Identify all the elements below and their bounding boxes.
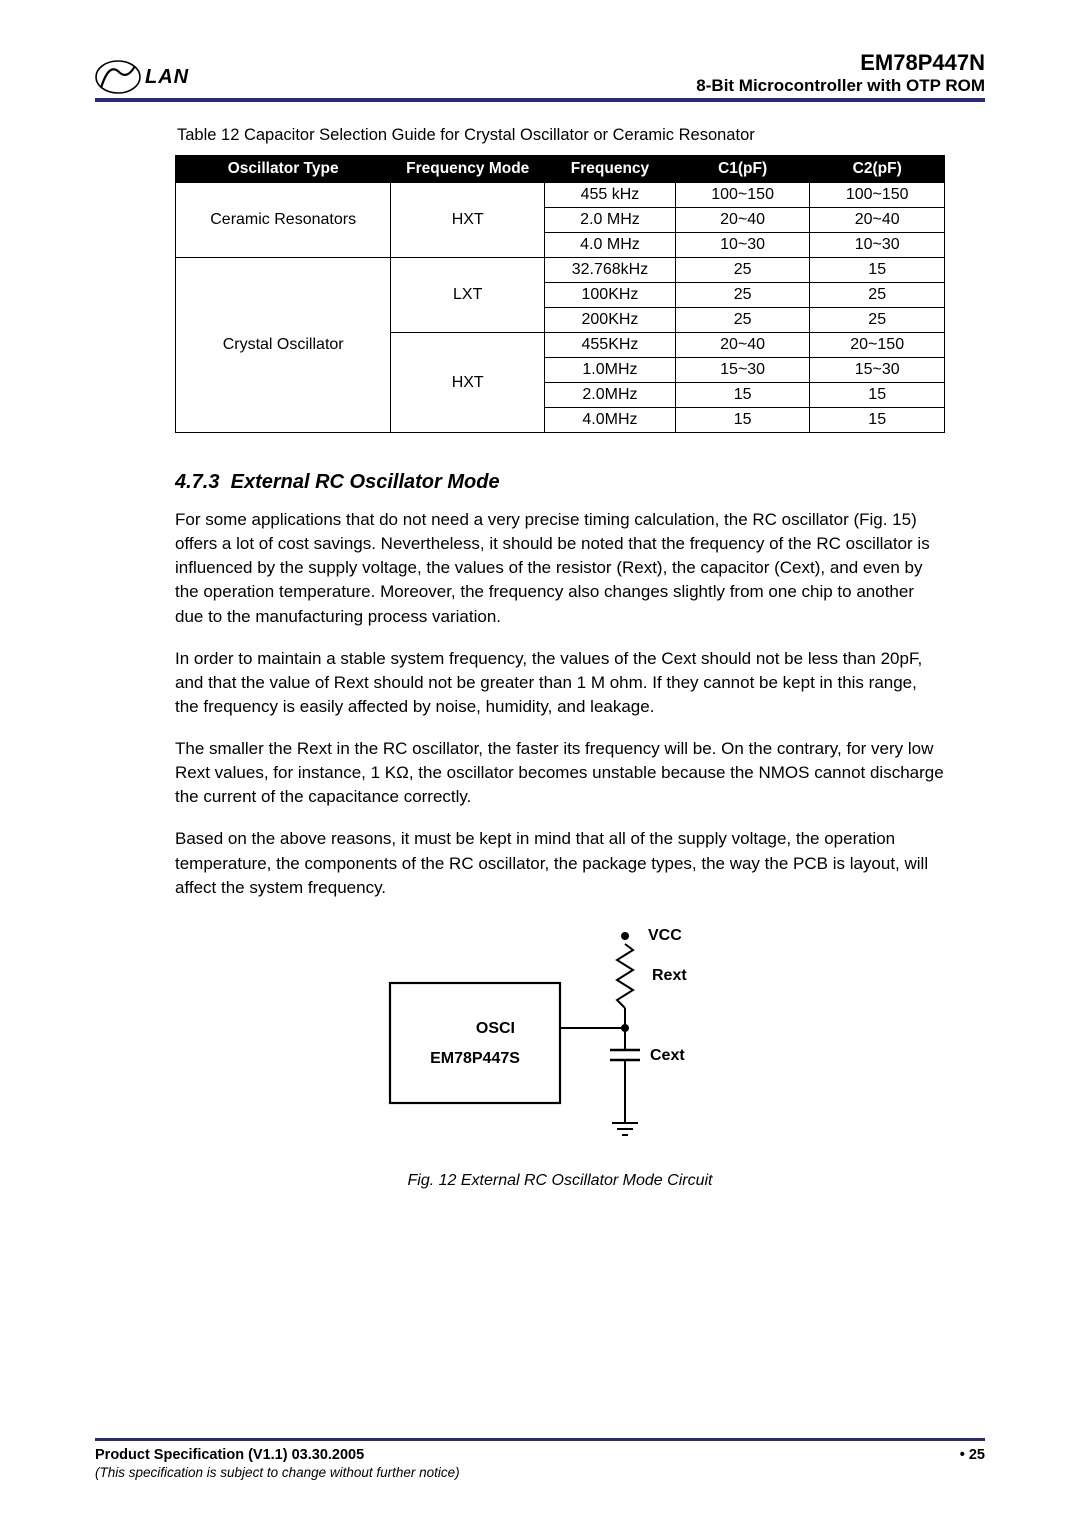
logo-icon [95, 58, 141, 96]
page-header: LAN EM78P447N 8-Bit Microcontroller with… [95, 50, 985, 102]
table-caption: Table 12 Capacitor Selection Guide for C… [177, 126, 945, 145]
cell-c2: 25 [810, 283, 945, 308]
th-oscillator-type: Oscillator Type [176, 156, 391, 183]
section-number: 4.7.3 [175, 471, 219, 493]
product-subtitle: 8-Bit Microcontroller with OTP ROM [696, 76, 985, 96]
figure-caption: Fig. 12 External RC Oscillator Mode Circ… [175, 1172, 945, 1190]
cell-freq: 1.0MHz [545, 358, 676, 383]
cell-c2: 20~150 [810, 333, 945, 358]
cell-c1: 15 [675, 383, 810, 408]
cell-c1: 10~30 [675, 233, 810, 258]
cell-c2: 25 [810, 308, 945, 333]
paragraph-1: For some applications that do not need a… [175, 508, 945, 629]
cell-c2: 15 [810, 258, 945, 283]
footer-note: (This specification is subject to change… [95, 1465, 460, 1480]
cell-c2: 15 [810, 383, 945, 408]
cell-c2: 10~30 [810, 233, 945, 258]
footer-left: Product Specification (V1.1) 03.30.2005 … [95, 1447, 460, 1480]
logo: LAN [95, 58, 189, 96]
cell-mode: HXT [391, 333, 545, 433]
circuit-diagram: OSCI EM78P447S VCC Rext Cext [350, 918, 770, 1153]
cell-freq: 455 kHz [545, 183, 676, 208]
cell-c1: 20~40 [675, 333, 810, 358]
cell-freq: 455KHz [545, 333, 676, 358]
cell-freq: 200KHz [545, 308, 676, 333]
cell-oscillator: Ceramic Resonators [176, 183, 391, 258]
product-code: EM78P447N [696, 50, 985, 76]
cell-c1: 20~40 [675, 208, 810, 233]
page-number: • 25 [960, 1447, 985, 1480]
label-rext: Rext [652, 967, 687, 984]
cell-oscillator: Crystal Oscillator [176, 258, 391, 433]
label-chip: EM78P447S [430, 1050, 520, 1067]
section-heading: 4.7.3 External RC Oscillator Mode [175, 471, 945, 494]
cell-c1: 25 [675, 258, 810, 283]
cell-c2: 15~30 [810, 358, 945, 383]
th-frequency-mode: Frequency Mode [391, 156, 545, 183]
label-vcc: VCC [648, 927, 682, 944]
table-row: Crystal OscillatorLXT32.768kHz2515 [176, 258, 945, 283]
logo-text: LAN [145, 66, 189, 89]
cell-c1: 25 [675, 308, 810, 333]
figure: OSCI EM78P447S VCC Rext Cext [175, 918, 945, 1190]
cell-freq: 4.0 MHz [545, 233, 676, 258]
section-title: External RC Oscillator Mode [231, 471, 500, 493]
th-frequency: Frequency [545, 156, 676, 183]
label-cext: Cext [650, 1047, 685, 1064]
th-c2: C2(pF) [810, 156, 945, 183]
label-osci: OSCI [476, 1020, 515, 1037]
cell-freq: 100KHz [545, 283, 676, 308]
cell-mode: LXT [391, 258, 545, 333]
cell-c1: 100~150 [675, 183, 810, 208]
cell-c1: 15 [675, 408, 810, 433]
cell-freq: 2.0MHz [545, 383, 676, 408]
cell-mode: HXT [391, 183, 545, 258]
cell-c1: 15~30 [675, 358, 810, 383]
cell-freq: 2.0 MHz [545, 208, 676, 233]
cell-c2: 100~150 [810, 183, 945, 208]
header-title-block: EM78P447N 8-Bit Microcontroller with OTP… [696, 50, 985, 96]
cell-freq: 4.0MHz [545, 408, 676, 433]
paragraph-4: Based on the above reasons, it must be k… [175, 827, 945, 899]
footer-spec: Product Specification (V1.1) 03.30.2005 [95, 1447, 460, 1463]
cell-c2: 15 [810, 408, 945, 433]
paragraph-3: The smaller the Rext in the RC oscillato… [175, 737, 945, 809]
page-footer: Product Specification (V1.1) 03.30.2005 … [95, 1438, 985, 1480]
cell-c1: 25 [675, 283, 810, 308]
paragraph-2: In order to maintain a stable system fre… [175, 647, 945, 719]
cell-freq: 32.768kHz [545, 258, 676, 283]
capacitor-table: Oscillator Type Frequency Mode Frequency… [175, 155, 945, 433]
th-c1: C1(pF) [675, 156, 810, 183]
cell-c2: 20~40 [810, 208, 945, 233]
table-row: Ceramic ResonatorsHXT455 kHz100~150100~1… [176, 183, 945, 208]
